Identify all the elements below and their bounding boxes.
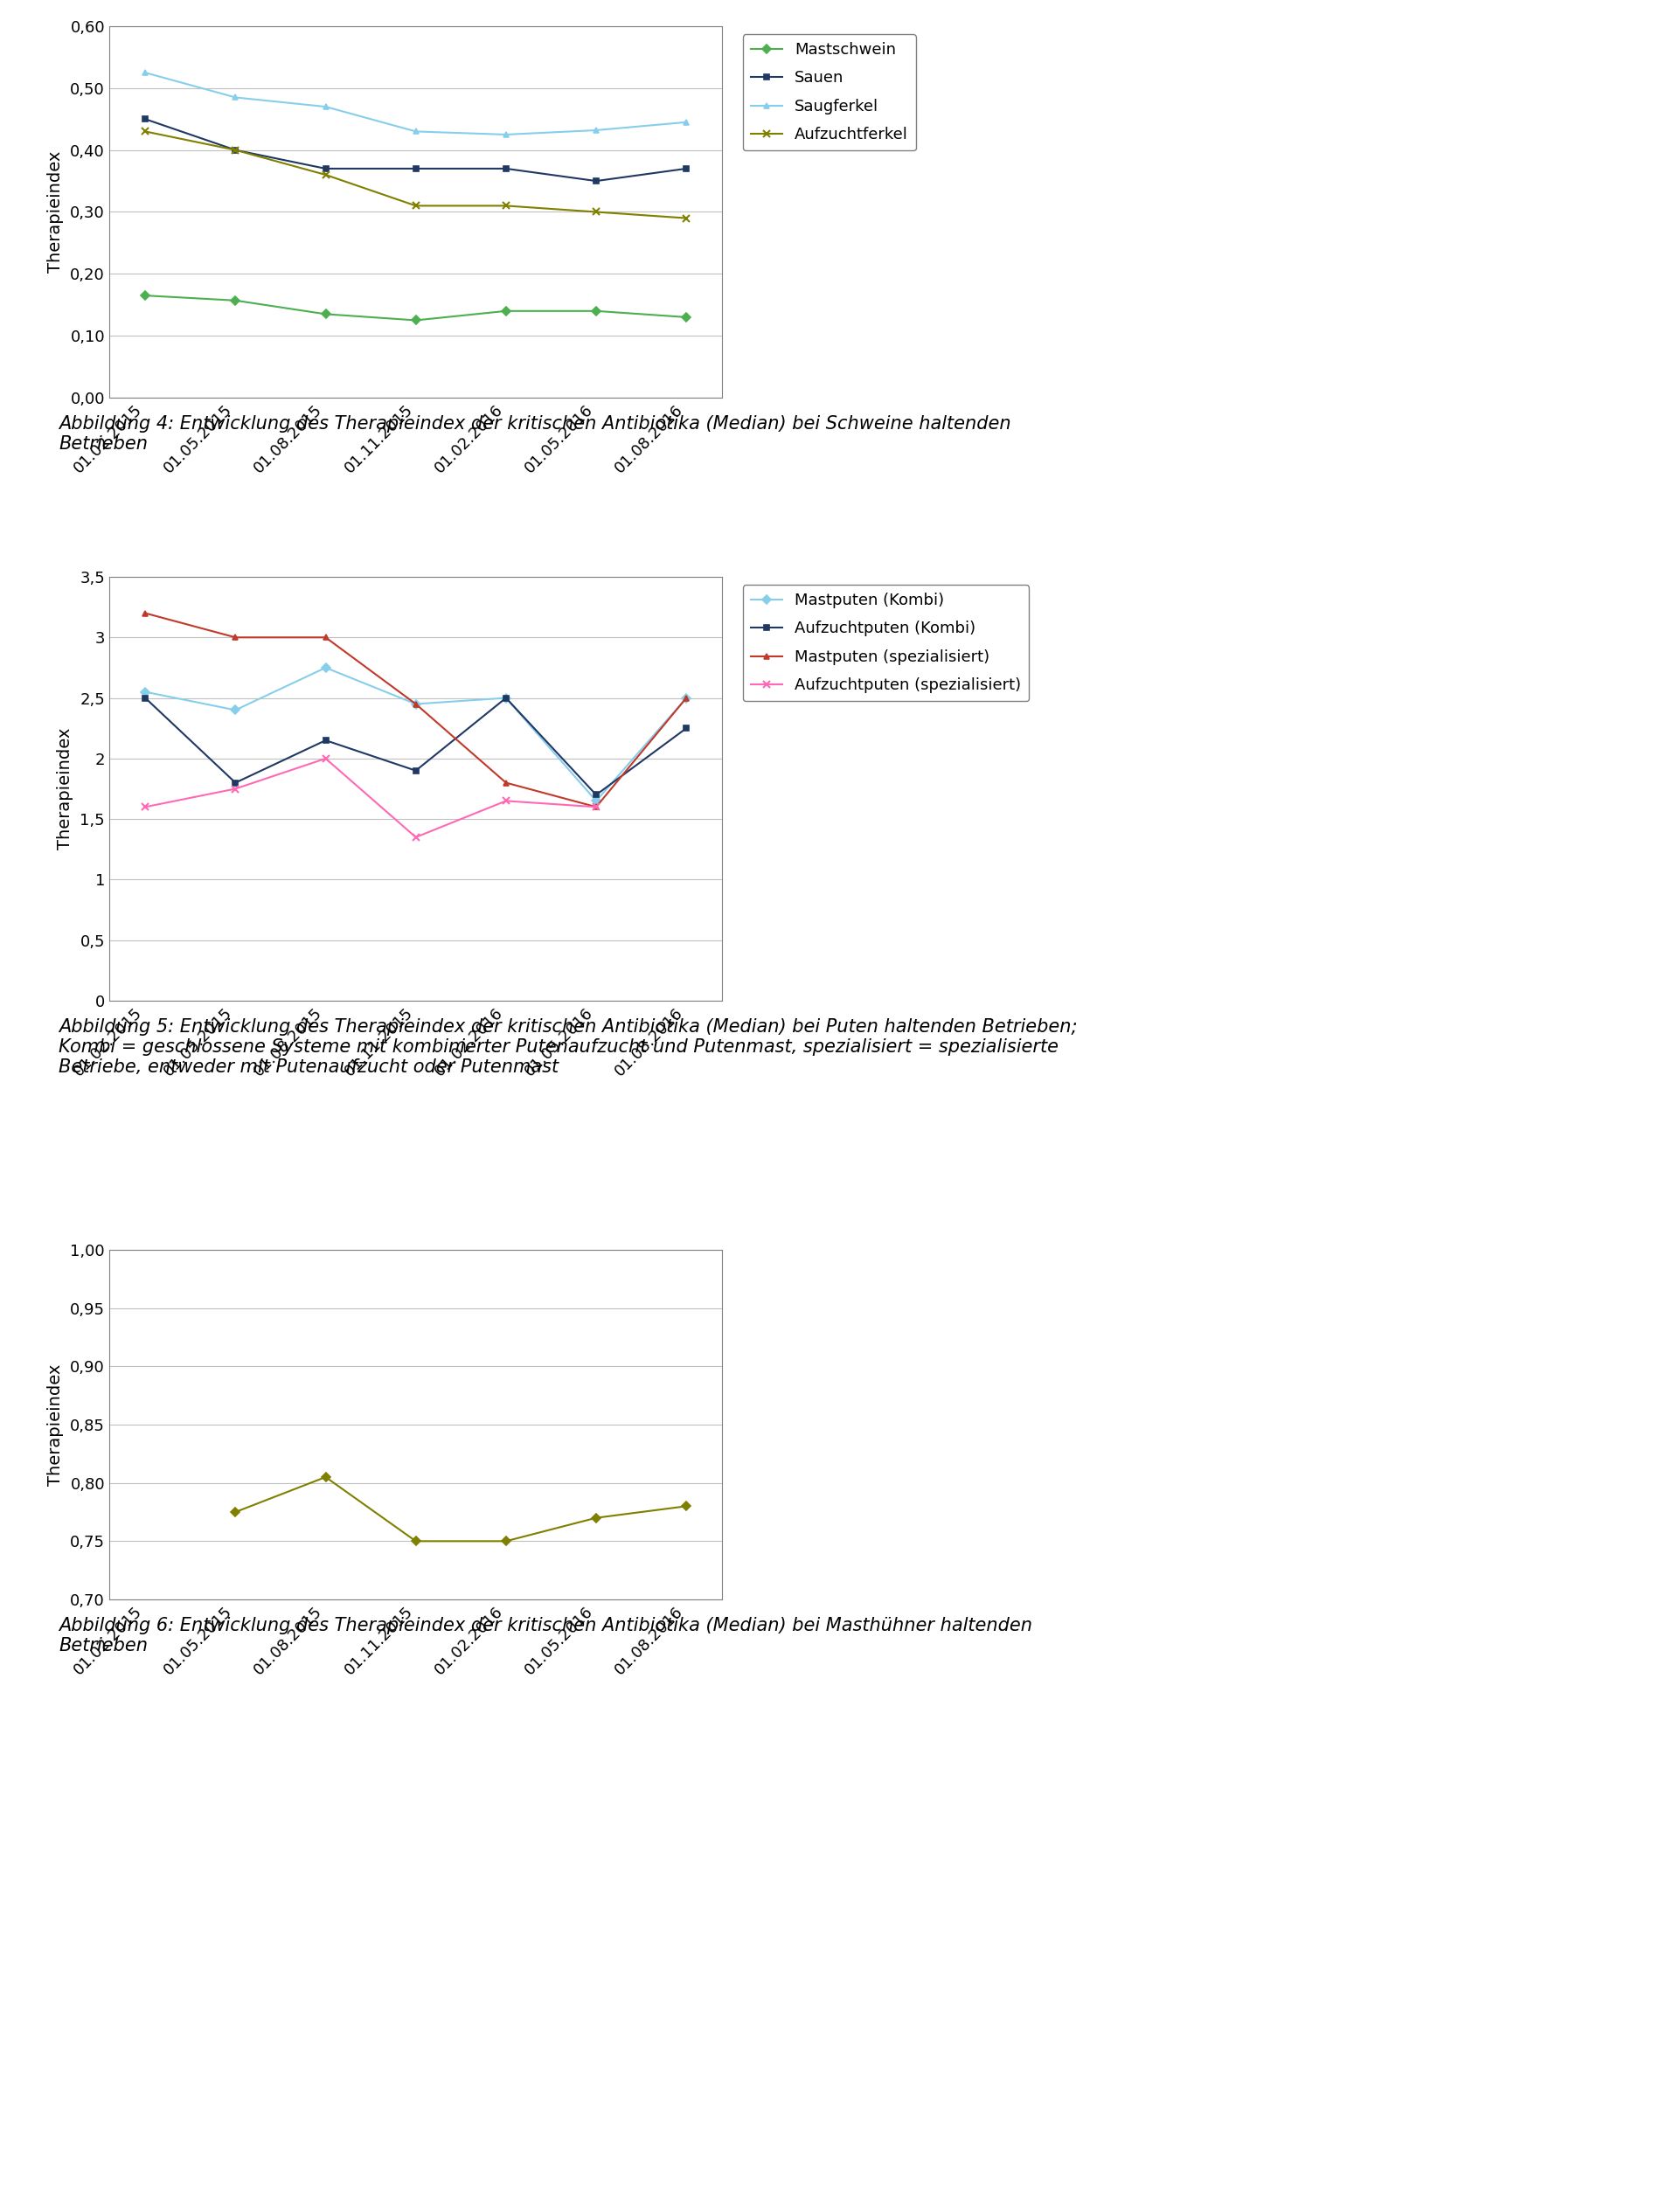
Text: Abbildung 4: Entwicklung des Therapieindex der kritischen Antibiotika (Median) b: Abbildung 4: Entwicklung des Therapieind…	[59, 415, 1011, 452]
Y-axis label: Therapieindex: Therapieindex	[47, 151, 64, 273]
Y-axis label: Therapieindex: Therapieindex	[57, 728, 74, 850]
Y-axis label: Therapieindex: Therapieindex	[47, 1363, 64, 1486]
Text: Abbildung 5: Entwicklung des Therapieindex der kritischen Antibiotika (Median) b: Abbildung 5: Entwicklung des Therapieind…	[59, 1018, 1077, 1077]
Legend: Mastschwein, Sauen, Saugferkel, Aufzuchtferkel: Mastschwein, Sauen, Saugferkel, Aufzucht…	[743, 35, 916, 151]
Legend: Mastputen (Kombi), Aufzuchtputen (Kombi), Mastputen (spezialisiert), Aufzuchtput: Mastputen (Kombi), Aufzuchtputen (Kombi)…	[743, 586, 1030, 701]
Text: Abbildung 6: Entwicklung des Therapieindex der kritischen Antibiotika (Median) b: Abbildung 6: Entwicklung des Therapieind…	[59, 1617, 1033, 1654]
